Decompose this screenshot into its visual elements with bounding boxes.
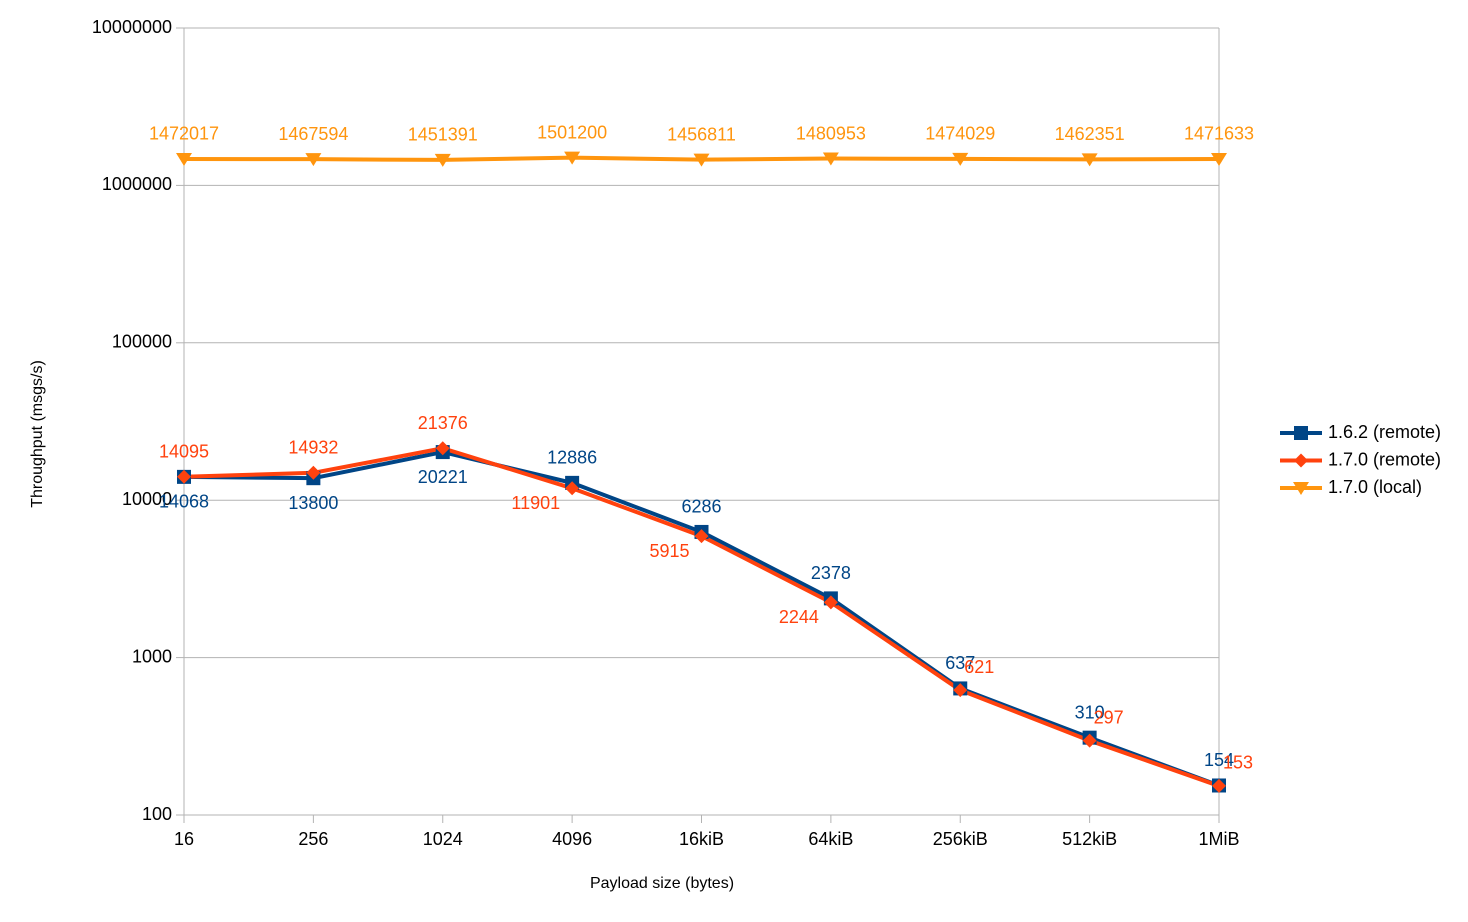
x-tick-label: 64kiB — [808, 829, 853, 849]
x-tick-label: 512kiB — [1062, 829, 1117, 849]
y-axis-title: Throughput (msgs/s) — [29, 360, 46, 508]
data-point — [306, 465, 321, 480]
legend-marker — [1294, 453, 1308, 468]
data-label: 1467594 — [278, 124, 348, 144]
data-label: 12886 — [547, 448, 597, 468]
x-tick-label: 16 — [174, 829, 194, 849]
data-label: 1451391 — [408, 125, 478, 145]
data-label: 153 — [1223, 753, 1253, 773]
data-label: 1472017 — [149, 124, 219, 144]
data-point — [1211, 152, 1227, 166]
data-label: 21376 — [418, 413, 468, 433]
legend-marker — [1293, 482, 1309, 495]
y-tick-label: 100 — [142, 804, 172, 824]
data-label: 637 — [945, 653, 975, 673]
legend-label: 1.7.0 (remote) — [1328, 449, 1441, 469]
data-label: 14095 — [159, 441, 209, 461]
data-label: 1480953 — [796, 123, 866, 143]
data-label: 1474029 — [925, 124, 995, 144]
data-label: 13800 — [288, 493, 338, 513]
data-label: 2378 — [811, 563, 851, 583]
legend-label: 1.6.2 (remote) — [1328, 422, 1441, 442]
data-label: 1462351 — [1055, 124, 1125, 144]
y-tick-label: 10000000 — [92, 17, 172, 37]
y-tick-label: 10000 — [122, 489, 172, 509]
data-point — [564, 151, 581, 165]
data-point — [952, 152, 969, 166]
data-point — [1212, 778, 1226, 793]
y-tick-label: 100000 — [112, 332, 172, 352]
data-label: 6286 — [681, 497, 721, 517]
x-tick-label: 256kiB — [933, 829, 988, 849]
x-tick-label: 4096 — [552, 829, 592, 849]
data-point — [435, 441, 450, 456]
y-tick-label: 1000000 — [102, 174, 172, 194]
data-label: 5915 — [649, 541, 689, 561]
data-label: 11901 — [511, 493, 560, 513]
data-point — [822, 152, 839, 166]
data-label: 297 — [1094, 707, 1124, 727]
data-point — [693, 153, 710, 167]
x-axis-title: Payload size (bytes) — [590, 875, 734, 892]
data-label: 1471633 — [1184, 124, 1254, 144]
x-tick-label: 256 — [298, 829, 328, 849]
data-label: 14932 — [288, 438, 338, 458]
data-point — [565, 481, 580, 496]
legend-marker — [1294, 426, 1308, 440]
data-label: 621 — [964, 657, 994, 677]
data-label: 2244 — [779, 607, 819, 627]
data-label: 154 — [1204, 750, 1234, 770]
y-tick-label: 1000 — [132, 646, 172, 666]
data-point — [305, 153, 322, 167]
data-label: 20221 — [418, 467, 468, 487]
data-label: 1456811 — [667, 124, 736, 144]
data-point — [1082, 733, 1097, 748]
data-point — [176, 152, 192, 166]
data-label: 14068 — [159, 492, 209, 512]
data-label: 1501200 — [537, 122, 607, 142]
x-tick-label: 1MiB — [1198, 829, 1239, 849]
data-point — [953, 683, 968, 698]
data-point — [694, 529, 709, 544]
legend-label: 1.7.0 (local) — [1328, 477, 1422, 497]
data-label: 310 — [1075, 702, 1105, 722]
x-tick-label: 16kiB — [679, 829, 724, 849]
data-point — [823, 595, 838, 610]
data-point — [177, 469, 191, 484]
x-tick-label: 1024 — [423, 829, 463, 849]
data-point — [1081, 153, 1098, 167]
data-point — [434, 153, 451, 167]
